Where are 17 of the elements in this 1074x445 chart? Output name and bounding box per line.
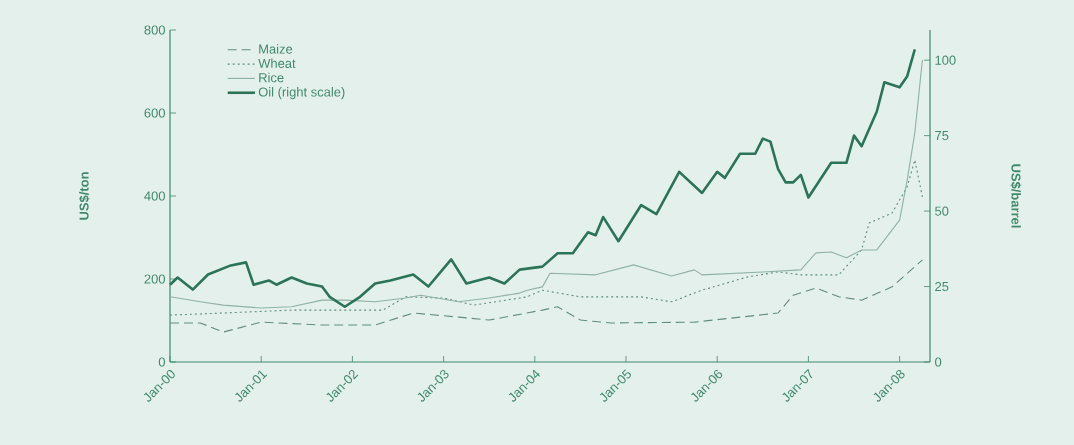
y-axis-title: US$/ton (78, 172, 90, 220)
y-tick-label: 600 (144, 108, 165, 118)
y2-tick-label: 50 (935, 206, 949, 216)
legend-label: Oil (right scale) (258, 87, 345, 100)
y2-tick-label: 100 (935, 55, 956, 65)
y2-tick-label: 75 (935, 131, 949, 141)
legend-label: Wheat (258, 58, 296, 68)
y-tick-label: 400 (144, 191, 165, 201)
y-tick-label: 200 (144, 274, 165, 284)
line-series (169, 259, 923, 333)
legend-label: Rice (259, 72, 284, 83)
y2-tick-label: 25 (935, 281, 949, 292)
y2-axis-title: US$/barrel (1010, 164, 1022, 228)
y2-tick-label: 0 (935, 357, 942, 367)
y-tick-label: 0 (158, 357, 165, 367)
legend-label: Maize (259, 44, 293, 54)
y-tick-label: 800 (144, 25, 165, 35)
